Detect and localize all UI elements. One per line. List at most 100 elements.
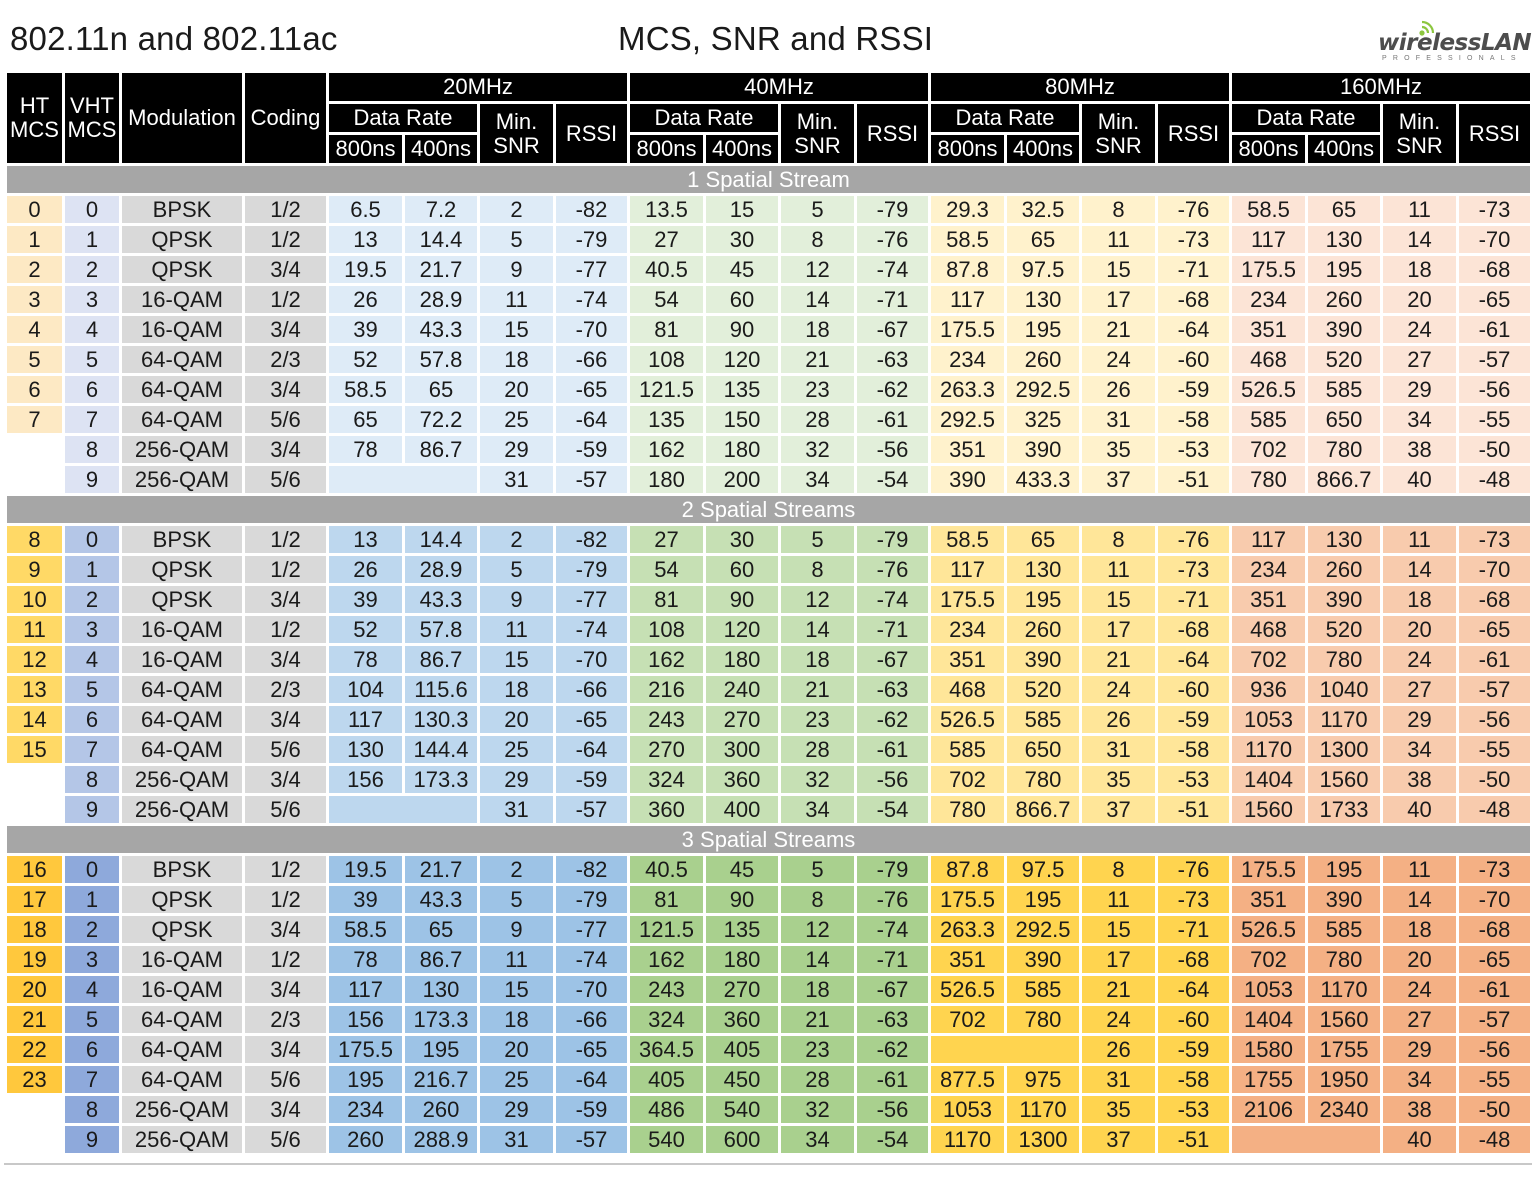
cell-rate-800ns-20mhz: 175.5	[329, 1036, 402, 1063]
cell-rssi-160mhz: -50	[1459, 1096, 1530, 1123]
cell-rssi-80mhz: -60	[1158, 676, 1229, 703]
cell-ht-mcs	[7, 466, 62, 493]
cell-min-snr-80mhz: 8	[1082, 196, 1155, 223]
col-min-snr-160mhz: Min. SNR	[1383, 104, 1456, 163]
table-row: 9 256-QAM 5/6 260 288.9 31 -57 540 600 34 -54 1170 1…	[7, 1126, 1530, 1153]
cell-rate-400ns-40mhz: 90	[706, 886, 778, 913]
cell-rssi-40mhz: -67	[857, 646, 928, 673]
cell-rate-800ns-40mhz: 108	[630, 616, 703, 643]
cell-rate-800ns-40mhz: 54	[630, 286, 703, 313]
cell-rate-800ns-20mhz: 117	[329, 706, 402, 733]
cell-ht-mcs: 2	[7, 256, 62, 283]
cell-rssi-40mhz: -63	[857, 676, 928, 703]
cell-rate-800ns-80mhz: 1053	[931, 1096, 1004, 1123]
cell-rssi-20mhz: -59	[556, 1096, 627, 1123]
cell-min-snr-40mhz: 18	[781, 316, 854, 343]
col-data-rate-40mhz: Data Rate	[630, 104, 778, 132]
cell-rssi-80mhz: -59	[1158, 1036, 1229, 1063]
cell-rate-800ns-160mhz: 526.5	[1232, 916, 1305, 943]
cell-min-snr-40mhz: 23	[781, 706, 854, 733]
cell-rssi-20mhz: -77	[556, 586, 627, 613]
cell-rssi-20mhz: -59	[556, 766, 627, 793]
cell-rate-400ns-20mhz: 28.9	[405, 286, 477, 313]
cell-min-snr-20mhz: 5	[480, 226, 553, 253]
cell-min-snr-20mhz: 20	[480, 1036, 553, 1063]
cell-min-snr-20mhz: 2	[480, 196, 553, 223]
cell-rssi-160mhz: -56	[1459, 376, 1530, 403]
cell-rate-400ns-40mhz: 150	[706, 406, 778, 433]
cell-vht-mcs: 9	[65, 466, 119, 493]
cell-rate-400ns-20mhz: 14.4	[405, 226, 477, 253]
cell-ht-mcs: 21	[7, 1006, 62, 1033]
cell-rssi-20mhz: -79	[556, 556, 627, 583]
cell-min-snr-80mhz: 17	[1082, 616, 1155, 643]
cell-vht-mcs: 9	[65, 1126, 119, 1153]
cell-min-snr-40mhz: 12	[781, 916, 854, 943]
cell-min-snr-80mhz: 21	[1082, 646, 1155, 673]
cell-min-snr-40mhz: 21	[781, 346, 854, 373]
cell-min-snr-40mhz: 12	[781, 256, 854, 283]
cell-vht-mcs: 4	[65, 316, 119, 343]
cell-rate-400ns-80mhz: 97.5	[1007, 256, 1079, 283]
cell-data-rate-160mhz-na	[1232, 1126, 1380, 1153]
cell-rate-800ns-80mhz: 175.5	[931, 586, 1004, 613]
cell-ht-mcs: 3	[7, 286, 62, 313]
cell-rate-400ns-40mhz: 135	[706, 916, 778, 943]
cell-modulation: QPSK	[122, 256, 242, 283]
cell-coding: 3/4	[245, 586, 326, 613]
cell-modulation: QPSK	[122, 226, 242, 253]
cell-rssi-40mhz: -54	[857, 1126, 928, 1153]
cell-min-snr-80mhz: 26	[1082, 1036, 1155, 1063]
cell-rate-400ns-80mhz: 780	[1007, 1006, 1079, 1033]
cell-ht-mcs: 1	[7, 226, 62, 253]
cell-rate-400ns-40mhz: 180	[706, 646, 778, 673]
table-row: 11 3 16-QAM 1/2 52 57.8 11 -74 108 120 14 -71 234 260…	[7, 616, 1530, 643]
cell-rate-800ns-20mhz: 156	[329, 766, 402, 793]
cell-rssi-160mhz: -68	[1459, 916, 1530, 943]
cell-coding: 3/4	[245, 376, 326, 403]
cell-rate-400ns-20mhz: 216.7	[405, 1066, 477, 1093]
col-min-snr-20mhz: Min. SNR	[480, 104, 553, 163]
cell-rate-800ns-80mhz: 585	[931, 736, 1004, 763]
cell-rate-800ns-40mhz: 108	[630, 346, 703, 373]
cell-min-snr-20mhz: 29	[480, 766, 553, 793]
cell-coding: 1/2	[245, 196, 326, 223]
cell-rate-800ns-80mhz: 702	[931, 766, 1004, 793]
cell-rate-800ns-40mhz: 81	[630, 316, 703, 343]
table-row: 4 4 16-QAM 3/4 39 43.3 15 -70 81 90 18 -67 175.5 195 2…	[7, 316, 1530, 343]
cell-rate-400ns-160mhz: 260	[1308, 286, 1380, 313]
cell-vht-mcs: 2	[65, 916, 119, 943]
table-row: 8 256-QAM 3/4 234 260 29 -59 486 540 32 -56 1053 117…	[7, 1096, 1530, 1123]
cell-rate-400ns-40mhz: 270	[706, 976, 778, 1003]
cell-min-snr-160mhz: 34	[1383, 736, 1456, 763]
col-min-snr-40mhz: Min. SNR	[781, 104, 854, 163]
cell-min-snr-40mhz: 21	[781, 1006, 854, 1033]
cell-vht-mcs: 3	[65, 946, 119, 973]
cell-modulation: 256-QAM	[122, 466, 242, 493]
cell-rssi-160mhz: -50	[1459, 766, 1530, 793]
cell-min-snr-20mhz: 11	[480, 286, 553, 313]
cell-rate-800ns-80mhz: 1170	[931, 1126, 1004, 1153]
cell-coding: 3/4	[245, 916, 326, 943]
cell-min-snr-40mhz: 32	[781, 766, 854, 793]
cell-rate-400ns-40mhz: 540	[706, 1096, 778, 1123]
cell-rate-800ns-20mhz: 104	[329, 676, 402, 703]
cell-rssi-20mhz: -64	[556, 406, 627, 433]
cell-rssi-40mhz: -71	[857, 946, 928, 973]
cell-rate-400ns-160mhz: 65	[1308, 196, 1380, 223]
cell-rssi-40mhz: -76	[857, 886, 928, 913]
cell-coding: 1/2	[245, 856, 326, 883]
cell-rate-800ns-160mhz: 351	[1232, 886, 1305, 913]
cell-rate-800ns-80mhz: 292.5	[931, 406, 1004, 433]
cell-rate-800ns-160mhz: 234	[1232, 286, 1305, 313]
cell-rssi-160mhz: -56	[1459, 706, 1530, 733]
col-vht-mcs: VHT MCS	[65, 73, 119, 163]
cell-coding: 3/4	[245, 256, 326, 283]
cell-rate-800ns-20mhz: 78	[329, 946, 402, 973]
cell-rate-800ns-40mhz: 216	[630, 676, 703, 703]
section-header-row: 3 Spatial Streams	[7, 826, 1530, 853]
cell-rate-800ns-80mhz: 87.8	[931, 856, 1004, 883]
cell-modulation: BPSK	[122, 526, 242, 553]
cell-rate-800ns-160mhz: 2106	[1232, 1096, 1305, 1123]
cell-rssi-20mhz: -66	[556, 346, 627, 373]
